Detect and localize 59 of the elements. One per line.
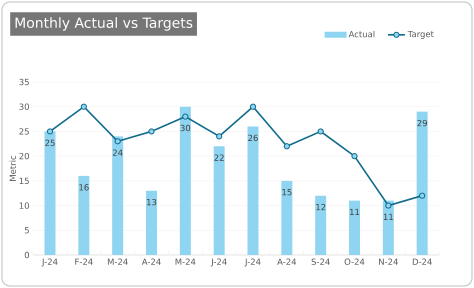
data-label: 22 [214,154,224,161]
y-tick-label: 15 [20,178,29,184]
point [80,104,87,110]
chart-title: Monthly Actual vs Targets [16,17,192,31]
x-tick-label: M-24 [108,258,128,265]
bar [382,200,394,255]
y-tick-label: 20 [19,152,30,160]
data-label: 11 [350,208,360,215]
legend-label: Actual [348,30,374,38]
y-tick-label: 0 [24,252,30,258]
x-tick-label: F-24 [75,258,93,265]
data-label: 26 [248,134,258,142]
bar [214,146,225,255]
legend-label: Target [408,30,434,39]
x-tick-label: A-24 [277,258,296,265]
bar [248,126,259,255]
data-label: 16 [79,184,89,191]
point [148,128,155,135]
x-tick-label: O-24 [344,258,364,265]
bar [416,112,428,255]
bar [315,196,326,255]
bar [180,106,191,255]
x-tick-label: J-24 [244,258,261,267]
point [318,128,324,135]
point [46,128,54,135]
bar [281,180,292,255]
data-label: 29 [417,120,427,126]
bar [146,190,157,255]
point [385,202,392,209]
data-label: 13 [147,198,156,206]
x-tick-label: A-24 [142,258,161,265]
bar [349,200,360,255]
y-axis-title: Metric [9,156,16,181]
y-tick-label: 5 [24,227,29,234]
y-tick-label: 35 [19,78,29,86]
data-label: 11 [384,214,393,220]
x-tick-label: D-24 [412,258,432,265]
x-tick-label: M-24 [176,258,196,265]
point [182,114,188,120]
x-tick-label: J-24 [210,258,227,267]
bar [78,176,90,255]
point [250,104,256,110]
x-tick-label: J-24 [42,258,58,267]
data-label: 12 [316,204,326,210]
data-label: 24 [112,150,123,156]
x-tick-label: N-24 [379,258,398,265]
point [114,138,121,144]
data-label: 15 [282,189,292,196]
x-tick-label: S-24 [312,258,330,265]
y-tick-label: 10 [20,202,30,209]
data-label: 25 [45,140,55,146]
point [284,143,290,150]
data-label: 30 [180,124,190,132]
y-tick-label: 30 [19,104,30,110]
point [216,133,222,140]
bar [112,136,124,255]
point [419,192,426,199]
point [351,153,358,160]
y-tick-label: 25 [19,128,29,135]
